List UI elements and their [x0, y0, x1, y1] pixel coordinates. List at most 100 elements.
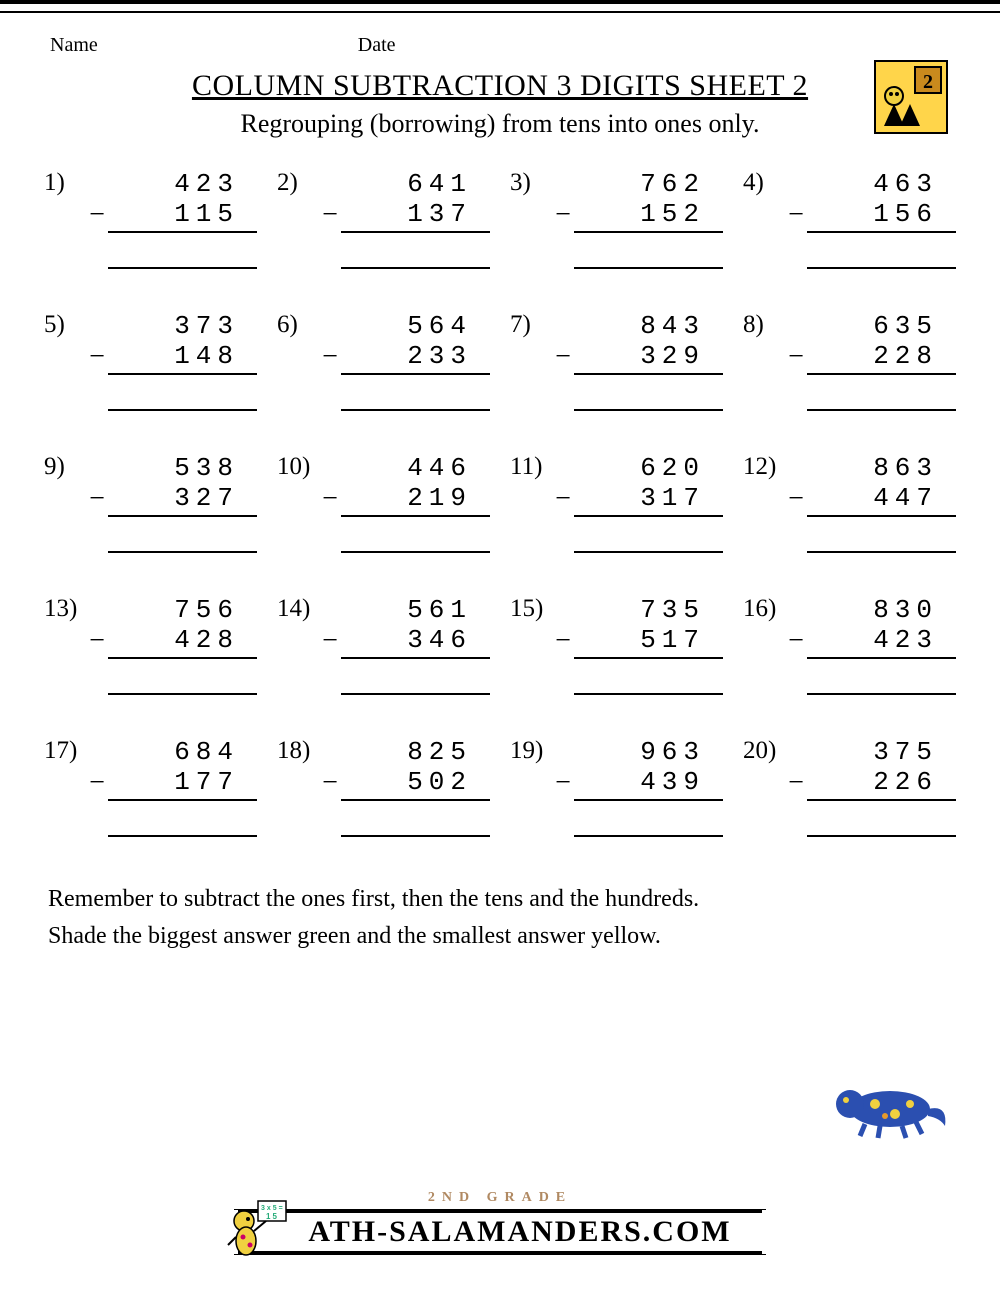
problem-18: 18)825−502 — [277, 737, 490, 837]
subtrahend: 329 — [574, 341, 723, 375]
answer-blank[interactable] — [341, 381, 490, 411]
minuend: 684 — [108, 737, 257, 767]
answer-blank[interactable] — [574, 665, 723, 695]
operator: − — [86, 483, 108, 517]
operator: − — [319, 625, 341, 659]
answer-blank[interactable] — [108, 807, 257, 837]
minuend: 564 — [341, 311, 490, 341]
minuend: 446 — [341, 453, 490, 483]
footer-grade: 2ND GRADE — [0, 1190, 1000, 1206]
minuend: 423 — [108, 169, 257, 199]
answer-blank[interactable] — [108, 239, 257, 269]
operator: − — [86, 767, 108, 801]
answer-blank[interactable] — [108, 381, 257, 411]
problem-3: 3)762−152 — [510, 169, 723, 269]
subtrahend: 327 — [108, 483, 257, 517]
answer-blank[interactable] — [807, 665, 956, 695]
answer-blank[interactable] — [807, 523, 956, 553]
name-label: Name — [50, 34, 98, 57]
worksheet-title: COLUMN SUBTRACTION 3 DIGITS SHEET 2 — [40, 69, 960, 103]
problem-number: 15) — [510, 595, 552, 625]
answer-blank[interactable] — [108, 665, 257, 695]
svg-text:15: 15 — [266, 1212, 279, 1221]
subtrahend: 219 — [341, 483, 490, 517]
date-label: Date — [358, 34, 396, 57]
operator: − — [785, 483, 807, 517]
problem-number: 13) — [44, 595, 86, 625]
operator: − — [552, 341, 574, 375]
problem-number: 8) — [743, 311, 785, 341]
worksheet-page: Name Date 2 COLUMN SUBTRACTION 3 DIGITS … — [0, 0, 1000, 1294]
answer-blank[interactable] — [807, 239, 956, 269]
answer-blank[interactable] — [108, 523, 257, 553]
problem-2: 2)641−137 — [277, 169, 490, 269]
subtrahend: 148 — [108, 341, 257, 375]
answer-blank[interactable] — [574, 807, 723, 837]
answer-blank[interactable] — [807, 381, 956, 411]
problem-7: 7) 843−329 — [510, 311, 723, 411]
salamander-icon — [878, 82, 926, 130]
problem-number: 2) — [277, 169, 319, 199]
answer-blank[interactable] — [574, 523, 723, 553]
problem-12: 12)863−447 — [743, 453, 956, 553]
problem-grid: 1)423−1152)641−1373)762−1524)463−1565)37… — [40, 169, 960, 837]
minuend: 463 — [807, 169, 956, 199]
problem-9: 9)538−327 — [44, 453, 257, 553]
brand-text: ATH-SALAMANDERS.COM — [308, 1215, 731, 1248]
minuend: 375 — [807, 737, 956, 767]
problem-number: 4) — [743, 169, 785, 199]
answer-blank[interactable] — [341, 523, 490, 553]
footer: 2ND GRADE 3x5= 15 ATH-SALAMANDERS.COM — [0, 1190, 1000, 1254]
minuend: 762 — [574, 169, 723, 199]
minuend: 825 — [341, 737, 490, 767]
problem-number: 3) — [510, 169, 552, 199]
answer-blank[interactable] — [574, 239, 723, 269]
subtrahend: 233 — [341, 341, 490, 375]
problem-1: 1)423−115 — [44, 169, 257, 269]
answer-blank[interactable] — [341, 239, 490, 269]
operator: − — [552, 199, 574, 233]
problem-number: 10) — [277, 453, 319, 483]
title-block: COLUMN SUBTRACTION 3 DIGITS SHEET 2 Regr… — [40, 69, 960, 139]
problem-number: 17) — [44, 737, 86, 767]
header-fields: Name Date — [40, 34, 960, 57]
operator: − — [785, 625, 807, 659]
problem-number: 14) — [277, 595, 319, 625]
subtrahend: 423 — [807, 625, 956, 659]
problem-number: 11) — [510, 453, 552, 483]
svg-text:3x5=: 3x5= — [261, 1205, 285, 1212]
subtrahend: 317 — [574, 483, 723, 517]
answer-blank[interactable] — [341, 807, 490, 837]
problem-19: 19)963−439 — [510, 737, 723, 837]
instruction-text: Remember to subtract the ones first, the… — [40, 881, 960, 955]
hint-line-2: Shade the biggest answer green and the s… — [48, 918, 952, 955]
operator: − — [86, 341, 108, 375]
answer-blank[interactable] — [807, 807, 956, 837]
problem-4: 4)463−156 — [743, 169, 956, 269]
salamander-mascot-icon: 3x5= 15 — [226, 1197, 296, 1257]
minuend: 756 — [108, 595, 257, 625]
operator: − — [785, 341, 807, 375]
minuend: 635 — [807, 311, 956, 341]
subtrahend: 177 — [108, 767, 257, 801]
operator: − — [552, 483, 574, 517]
hint-line-1: Remember to subtract the ones first, the… — [48, 881, 952, 918]
problem-15: 15)735−517 — [510, 595, 723, 695]
problem-5: 5)373−148 — [44, 311, 257, 411]
minuend: 373 — [108, 311, 257, 341]
operator: − — [552, 625, 574, 659]
problem-17: 17) 684−177 — [44, 737, 257, 837]
answer-blank[interactable] — [341, 665, 490, 695]
problem-number: 19) — [510, 737, 552, 767]
subtrahend: 346 — [341, 625, 490, 659]
subtrahend: 447 — [807, 483, 956, 517]
operator: − — [319, 483, 341, 517]
problem-11: 11)620−317 — [510, 453, 723, 553]
operator: − — [552, 767, 574, 801]
answer-blank[interactable] — [574, 381, 723, 411]
minuend: 843 — [574, 311, 723, 341]
problem-number: 7) — [510, 311, 552, 341]
operator: − — [319, 341, 341, 375]
problem-14: 14)561−346 — [277, 595, 490, 695]
problem-8: 8)635−228 — [743, 311, 956, 411]
